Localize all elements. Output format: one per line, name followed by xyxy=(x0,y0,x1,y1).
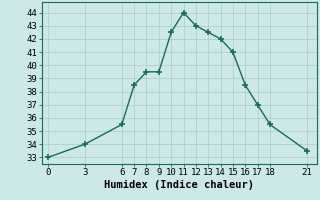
X-axis label: Humidex (Indice chaleur): Humidex (Indice chaleur) xyxy=(104,180,254,190)
